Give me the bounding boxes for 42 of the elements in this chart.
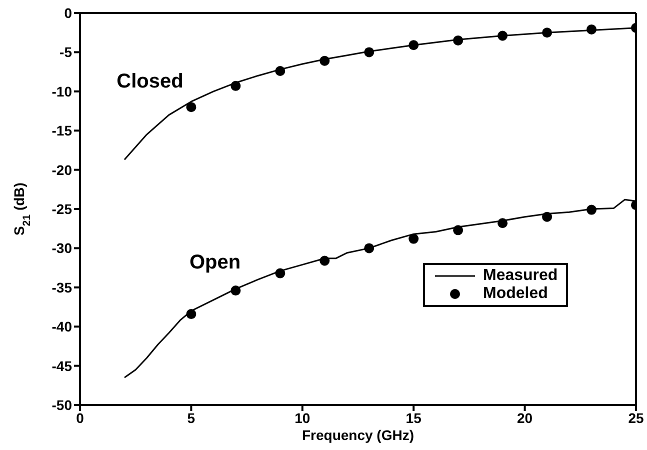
point <box>542 212 552 222</box>
x-tick-label: 15 <box>406 410 422 426</box>
y-tick-label: -5 <box>60 44 72 60</box>
point <box>498 30 508 41</box>
point <box>542 28 552 38</box>
legend-label: Modeled <box>483 285 548 303</box>
annotation: Open <box>189 252 241 274</box>
point <box>320 256 330 266</box>
point <box>230 286 241 296</box>
point <box>408 40 419 50</box>
y-tick-label: -50 <box>52 396 72 413</box>
x-tick-label: 20 <box>517 410 533 426</box>
point <box>230 80 241 91</box>
y-tick-label: -10 <box>52 83 72 100</box>
point <box>186 102 196 112</box>
y-tick-label: -35 <box>52 279 72 296</box>
point <box>586 24 597 34</box>
point <box>453 35 464 46</box>
y-tick-label: -20 <box>52 162 72 178</box>
x-tick-label: 25 <box>628 410 644 426</box>
y-tick-label: -45 <box>52 358 72 374</box>
y-tick-label: -25 <box>52 200 72 217</box>
point <box>320 56 330 66</box>
point <box>498 218 508 228</box>
legend-label: Measured <box>483 267 558 285</box>
point <box>453 225 464 236</box>
x-tick-label: 0 <box>76 410 84 426</box>
x-tick-label: 10 <box>294 410 310 426</box>
point <box>364 243 374 254</box>
x-tick-label: 5 <box>187 410 196 426</box>
point <box>275 268 286 278</box>
y-tick-label: -15 <box>52 122 72 139</box>
x-axis-title: Frequency (GHz) <box>302 427 414 443</box>
y-tick-label: -40 <box>52 318 72 335</box>
y-tick-label: 0 <box>64 4 72 21</box>
point <box>275 66 286 76</box>
annotation: Closed <box>116 70 184 94</box>
point <box>186 309 196 320</box>
point <box>408 234 419 244</box>
y-tick-label: -30 <box>52 240 72 256</box>
point <box>586 204 597 215</box>
point <box>364 47 374 58</box>
